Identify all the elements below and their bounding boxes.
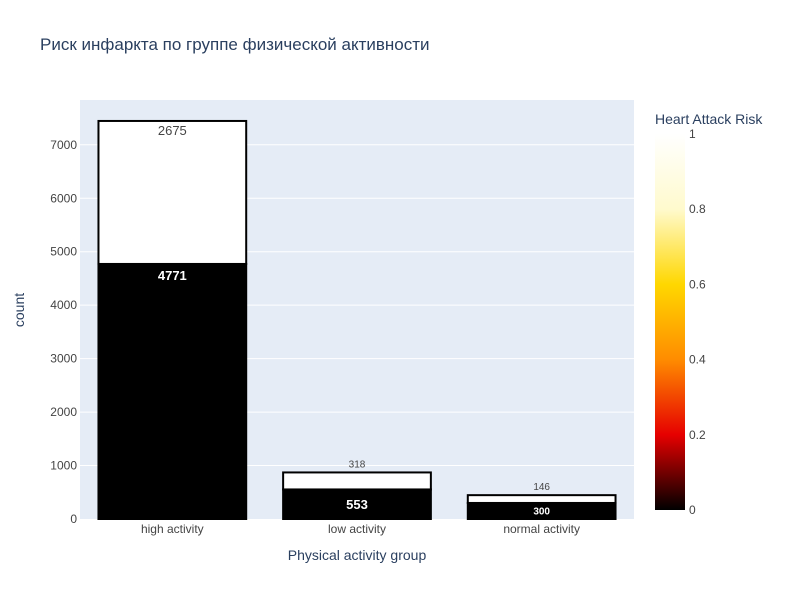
data-label: 553 bbox=[346, 497, 368, 512]
bars bbox=[97, 119, 617, 520]
data-label: 318 bbox=[349, 459, 366, 470]
colorbar-title: Heart Attack Risk bbox=[655, 111, 763, 127]
x-tick-label: high activity bbox=[141, 522, 204, 536]
y-tick-label: 0 bbox=[70, 512, 77, 526]
y-tick-label: 3000 bbox=[50, 352, 77, 366]
x-tick-label: low activity bbox=[328, 522, 386, 536]
y-tick-label: 7000 bbox=[50, 138, 77, 152]
y-tick-label: 2000 bbox=[50, 405, 77, 419]
bar-normal-activity-risk-1 bbox=[466, 494, 617, 504]
colorbar-tick-label: 0.6 bbox=[689, 277, 706, 291]
colorbar-tick-label: 0.8 bbox=[689, 202, 706, 216]
data-label: 146 bbox=[533, 482, 550, 493]
y-tick-label: 5000 bbox=[50, 245, 77, 259]
data-label: 4771 bbox=[158, 268, 187, 283]
y-axis-ticks: 0 1000 2000 3000 4000 5000 6000 7000 bbox=[50, 138, 77, 526]
colorbar-tick-label: 1 bbox=[689, 127, 696, 141]
data-label: 2675 bbox=[158, 123, 187, 138]
y-tick-label: 6000 bbox=[50, 191, 77, 205]
x-tick-label: normal activity bbox=[503, 522, 580, 536]
y-tick-label: 4000 bbox=[50, 298, 77, 312]
y-tick-label: 1000 bbox=[50, 459, 77, 473]
x-axis-ticks: high activity low activity normal activity bbox=[141, 522, 580, 536]
data-label: 300 bbox=[533, 506, 550, 517]
colorbar-tick-label: 0.4 bbox=[689, 353, 706, 367]
colorbar-tick-label: 0.2 bbox=[689, 428, 706, 442]
data-labels: 4771 2675 553 318 300 146 bbox=[158, 123, 551, 518]
bar-low-activity-risk-0 bbox=[282, 488, 432, 520]
colorbar bbox=[655, 134, 685, 510]
bar-low-activity-risk-1 bbox=[282, 471, 432, 491]
bar-high-activity-risk-1 bbox=[97, 119, 248, 265]
bar-high-activity-risk-0 bbox=[97, 262, 248, 520]
x-axis-label: Physical activity group bbox=[288, 547, 427, 563]
colorbar-tick-label: 0 bbox=[689, 503, 696, 517]
chart-title: Риск инфаркта по группе физической актив… bbox=[40, 35, 430, 54]
colorbar-ticks: 0 0.2 0.4 0.6 0.8 1 bbox=[689, 127, 706, 517]
y-axis-label: count bbox=[11, 293, 27, 327]
